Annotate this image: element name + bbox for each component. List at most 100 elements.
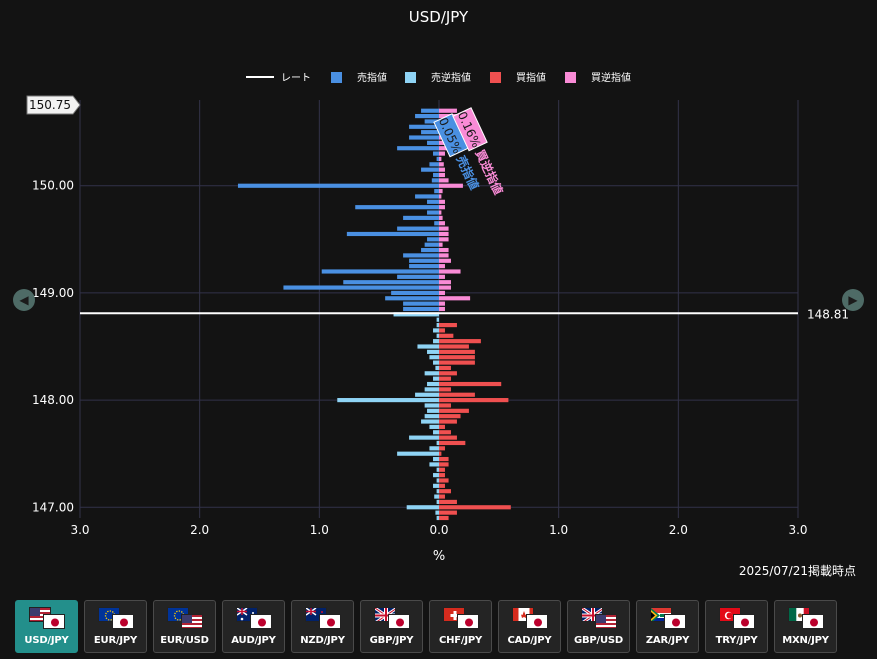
- chart-bar: [424, 387, 439, 392]
- pair-button-eur-jpy[interactable]: EUR/JPY: [84, 600, 147, 653]
- chart-bar: [436, 489, 439, 494]
- chart-bar: [427, 210, 439, 215]
- pair-button-zar-jpy[interactable]: ZAR/JPY: [636, 600, 699, 653]
- chart-bar: [439, 269, 461, 274]
- chart-bar: [439, 392, 475, 397]
- pair-flags: [717, 607, 757, 631]
- pair-flags: [27, 607, 67, 631]
- legend-label: 売逆指値: [431, 71, 471, 84]
- chart-bar: [439, 205, 445, 210]
- chart-bar: [406, 505, 439, 510]
- chart-bar: [439, 510, 457, 515]
- top-price-badge: 150.75: [26, 95, 81, 115]
- chart-bar: [385, 296, 439, 301]
- chart-bar: [283, 285, 439, 290]
- gb-flag-icon: [580, 607, 603, 622]
- chart-bar: [439, 253, 449, 258]
- chart-bar: [439, 215, 443, 220]
- chart-bar: [343, 280, 439, 285]
- pair-flags: [579, 607, 619, 631]
- chart-bar: [433, 376, 439, 381]
- chart-bar: [403, 253, 439, 258]
- pair-label: ZAR/JPY: [645, 635, 690, 646]
- chevron-left-icon: ◀: [19, 293, 29, 307]
- chart-bar: [439, 183, 463, 188]
- jp-flag-icon: [456, 614, 479, 629]
- chart-bar: [439, 355, 475, 360]
- pair-button-gbp-usd[interactable]: GBP/USD: [567, 600, 630, 653]
- legend-label: 売指値: [357, 71, 387, 84]
- jp-flag-icon: [387, 614, 410, 629]
- pair-label: EUR/JPY: [93, 635, 138, 646]
- pair-button-eur-usd[interactable]: EUR/USD: [153, 600, 216, 653]
- pair-label: EUR/USD: [160, 635, 209, 646]
- jp-flag-icon: [732, 614, 755, 629]
- chart-bar: [439, 499, 457, 505]
- legend-label: 買指値: [516, 71, 546, 84]
- chart-bar: [337, 398, 439, 403]
- chart-bar: [433, 172, 439, 178]
- pair-flags: [96, 607, 136, 631]
- pair-button-nzd-jpy[interactable]: NZD/JPY: [291, 600, 354, 653]
- chart-bar: [391, 290, 439, 296]
- jp-flag-icon: [318, 614, 341, 629]
- top-price-badge-text: 150.75: [29, 98, 71, 112]
- chart-bar: [397, 146, 439, 151]
- chart-bar: [436, 156, 439, 162]
- prev-pair-button[interactable]: ◀: [13, 289, 35, 311]
- annotation-label: 買逆指値: [472, 147, 506, 197]
- chart-bar: [424, 414, 439, 419]
- annotation-box: [452, 107, 488, 152]
- pair-button-gbp-jpy[interactable]: GBP/JPY: [360, 600, 423, 653]
- chart-bar: [439, 247, 449, 253]
- chart-bar: [439, 339, 481, 344]
- chart-bar: [433, 473, 439, 478]
- chart-bar: [439, 242, 443, 247]
- jp-flag-icon: [663, 614, 686, 629]
- chart-bar: [427, 349, 439, 354]
- chart-bar: [439, 274, 445, 279]
- chart-bar: [439, 414, 461, 419]
- pair-flags: [510, 607, 550, 631]
- chart-bar: [435, 365, 439, 371]
- chart-bar: [436, 467, 439, 472]
- chart-bar: [439, 333, 454, 338]
- pair-button-aud-jpy[interactable]: AUD/JPY: [222, 600, 285, 653]
- chart-bar: [439, 376, 451, 381]
- us-flag-icon: [180, 614, 203, 629]
- chart-bar: [409, 124, 439, 129]
- chart-bar: [439, 151, 445, 156]
- pair-button-try-jpy[interactable]: TRY/JPY: [705, 600, 768, 653]
- legend-swatch: [331, 72, 342, 83]
- chart-bar: [346, 231, 439, 237]
- pair-label: NZD/JPY: [300, 635, 345, 646]
- next-pair-button[interactable]: ▶: [842, 289, 864, 311]
- chart-bar: [427, 381, 439, 387]
- x-tick-label: 3.0: [70, 523, 89, 537]
- x-tick-label: 1.0: [310, 523, 329, 537]
- pair-flags: [372, 607, 412, 631]
- chart-bar: [397, 226, 439, 231]
- chart-bar: [429, 462, 439, 467]
- chart-bar: [237, 183, 439, 188]
- chart-bar: [439, 403, 451, 408]
- pair-button-chf-jpy[interactable]: CHF/JPY: [429, 600, 492, 653]
- chart-bar: [439, 328, 445, 333]
- chart-bar: [439, 408, 469, 413]
- chart-bar: [439, 483, 445, 488]
- legend-item: レート: [246, 73, 311, 84]
- pair-button-usd-jpy[interactable]: USD/JPY: [15, 600, 78, 653]
- pair-button-cad-jpy[interactable]: CAD/JPY: [498, 600, 561, 653]
- x-tick-label: 3.0: [788, 523, 807, 537]
- chart-bar: [434, 221, 439, 226]
- pair-label: AUD/JPY: [231, 635, 276, 646]
- pair-label: CHF/JPY: [438, 635, 483, 646]
- chart-bar: [429, 355, 439, 360]
- jp-flag-icon: [111, 614, 134, 629]
- chart-bar: [439, 344, 469, 349]
- chart-bar: [403, 215, 439, 220]
- chart-bar: [439, 456, 449, 462]
- pair-button-mxn-jpy[interactable]: MXN/JPY: [774, 600, 837, 653]
- chart-bar: [439, 360, 475, 365]
- top-price-badge-bg: [26, 95, 81, 115]
